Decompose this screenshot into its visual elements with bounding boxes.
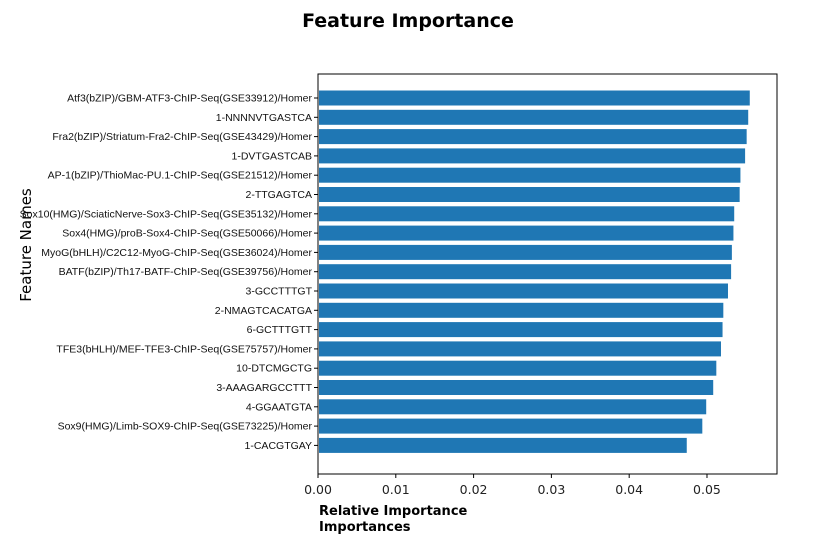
category-label-11: 2-NMAGTCACATGA (215, 305, 312, 317)
x-axis-label-secondary: Importances (319, 520, 411, 535)
category-label-5: 2-TTGAGTCA (245, 189, 312, 201)
category-label-15: 3-AAAGARGCCTTT (216, 382, 312, 394)
category-label-18: 1-CACGTGAY (245, 440, 312, 452)
bar-11 (319, 302, 724, 318)
bar-14 (319, 360, 717, 376)
bar-17 (319, 418, 703, 434)
bar-4 (319, 167, 741, 183)
category-label-9: BATF(bZIP)/Th17-BATF-ChIP-Seq(GSE39756)/… (59, 266, 313, 278)
x-tick-label-2: 0.02 (460, 482, 488, 497)
category-label-14: 10-DTCMGCTG (236, 363, 312, 375)
category-labels-group: Atf3(bZIP)/GBM-ATF3-ChIP-Seq(GSE33912)/H… (20, 93, 318, 452)
bar-13 (319, 341, 721, 357)
category-label-1: 1-NNNNVTGASTCA (216, 112, 312, 124)
category-label-0: Atf3(bZIP)/GBM-ATF3-ChIP-Seq(GSE33912)/H… (67, 93, 312, 105)
x-axis-label: Relative Importance (319, 504, 468, 519)
x-tick-label-5: 0.05 (693, 482, 721, 497)
bar-0 (319, 90, 750, 106)
category-label-6: Sox10(HMG)/SciaticNerve-Sox3-ChIP-Seq(GS… (20, 208, 313, 220)
category-label-7: Sox4(HMG)/proB-Sox4-ChIP-Seq(GSE50066)/H… (62, 228, 312, 240)
bar-1 (319, 109, 749, 125)
category-label-12: 6-GCTTTGTT (247, 324, 313, 336)
x-ticks-group: 0.00 0.01 0.02 0.03 0.04 0.05 (304, 474, 721, 497)
x-tick-label-3: 0.03 (537, 482, 565, 497)
bar-12 (319, 322, 723, 338)
category-label-16: 4-GGAATGTA (246, 401, 312, 413)
bar-7 (319, 225, 734, 241)
bar-6 (319, 206, 735, 222)
bar-3 (319, 148, 746, 164)
bar-9 (319, 264, 732, 280)
bar-5 (319, 187, 740, 202)
x-tick-label-1: 0.01 (382, 482, 410, 497)
bar-18 (319, 437, 687, 453)
category-label-10: 3-GCCTTTGT (246, 286, 313, 298)
category-label-2: Fra2(bZIP)/Striatum-Fra2-ChIP-Seq(GSE434… (52, 131, 312, 143)
bar-15 (319, 380, 714, 395)
bar-16 (319, 399, 707, 415)
category-label-17: Sox9(HMG)/Limb-SOX9-ChIP-Seq(GSE73225)/H… (58, 421, 313, 433)
plot-frame (317, 73, 778, 475)
bar-10 (319, 283, 728, 299)
category-label-8: MyoG(bHLH)/C2C12-MyoG-ChIP-Seq(GSE36024)… (41, 247, 312, 259)
bar-8 (319, 244, 732, 260)
y-axis-label: Feature Names (17, 188, 35, 302)
chart-title: Feature Importance (302, 10, 514, 32)
x-tick-label-4: 0.04 (615, 482, 643, 497)
bars-group (319, 90, 750, 453)
x-tick-label-0: 0.00 (304, 482, 332, 497)
category-label-3: 1-DVTGASTCAB (231, 150, 312, 162)
category-label-4: AP-1(bZIP)/ThioMac-PU.1-ChIP-Seq(GSE2151… (48, 170, 313, 182)
bar-2 (319, 129, 747, 145)
category-label-13: TFE3(bHLH)/MEF-TFE3-ChIP-Seq(GSE75757)/H… (56, 343, 312, 355)
